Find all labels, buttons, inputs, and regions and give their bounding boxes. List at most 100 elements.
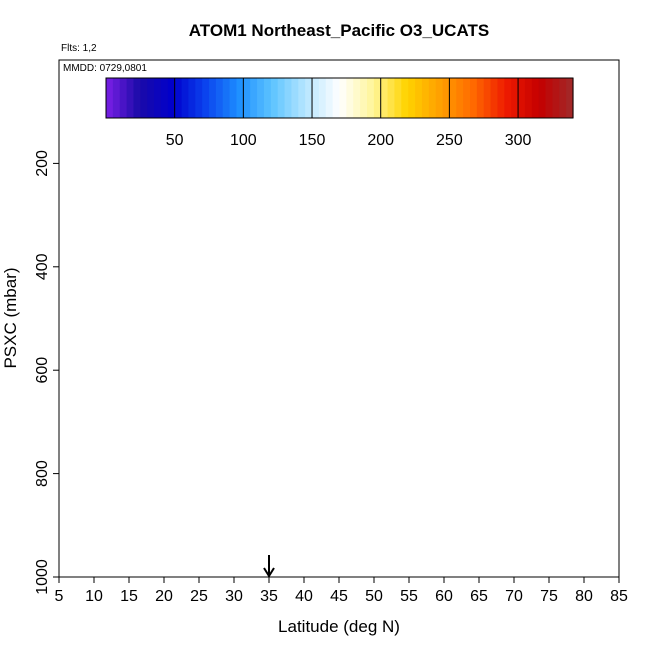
sample-point [575, 562, 580, 567]
sample-point [127, 207, 132, 212]
x-tick-label: 50 [365, 588, 383, 605]
colorbar-swatch [106, 78, 114, 118]
x-tick-label: 10 [85, 588, 103, 605]
colorbar-swatch [373, 78, 382, 118]
sample-point [217, 543, 222, 548]
colorbar-swatch [195, 78, 203, 118]
colorbar-swatch [277, 78, 286, 118]
sample-point [196, 461, 201, 466]
sample-points [57, 161, 580, 572]
colorbar-swatch [332, 78, 341, 118]
colorbar-swatch [497, 78, 505, 118]
sample-point [568, 373, 573, 378]
colorbar [105, 77, 574, 119]
sample-point [99, 567, 104, 572]
colorbar-tick-label: 150 [299, 132, 326, 149]
colorbar-swatch [552, 78, 560, 118]
colorbar-swatch [449, 78, 457, 118]
sample-point [329, 207, 334, 212]
y-tick-label: 1000 [34, 559, 51, 595]
colorbar-swatch [257, 78, 265, 118]
x-tick-label: 25 [190, 588, 208, 605]
colorbar-swatch [421, 78, 430, 118]
sample-point [106, 419, 111, 424]
sample-point [561, 197, 566, 202]
sample-point [64, 378, 69, 383]
colorbar-swatch [147, 78, 155, 118]
sample-point [575, 419, 580, 424]
colorbar-swatch [305, 78, 313, 118]
sample-point [85, 192, 90, 197]
sample-point [427, 197, 432, 202]
x-tick-label: 30 [225, 588, 243, 605]
plot-frame [58, 59, 620, 578]
y-axis-ticks: 200 400 600 800 1000 [34, 150, 59, 595]
colorbar-swatch [284, 78, 293, 118]
sample-point [92, 497, 97, 502]
sample-point [575, 543, 580, 548]
colorbar-swatch [174, 78, 183, 118]
sample-point [490, 357, 495, 362]
sample-point [161, 538, 166, 543]
colorbar-swatch [263, 78, 272, 118]
sample-point [273, 285, 278, 290]
colorbar-swatch [401, 78, 409, 118]
sample-point [127, 259, 132, 264]
sample-point [147, 238, 152, 243]
colorbar-swatch [160, 78, 169, 118]
colorbar-swatch [366, 78, 375, 118]
colorbar-swatch [181, 78, 190, 118]
sample-point [154, 202, 159, 207]
sample-point [547, 197, 552, 202]
x-tick-label: 45 [330, 588, 348, 605]
sample-point [92, 228, 97, 233]
colorbar-swatch [380, 78, 389, 118]
sample-point [64, 567, 69, 572]
sample-point [224, 161, 229, 166]
colorbar-swatch [415, 78, 423, 118]
colorbar-swatch [154, 78, 162, 118]
sample-point [245, 269, 250, 274]
sample-point [154, 564, 159, 569]
colorbar-swatch [222, 78, 231, 118]
sample-point [371, 197, 376, 202]
latitude-arrow [263, 555, 275, 578]
colorbar-swatch [524, 78, 533, 118]
sample-point [196, 244, 201, 249]
sample-point [217, 161, 222, 166]
sample-point [315, 207, 320, 212]
sample-point [203, 487, 208, 492]
colorbar-tick-label: 200 [367, 132, 394, 149]
sample-point [413, 197, 418, 202]
sample-point [140, 554, 145, 559]
sample-point [189, 197, 194, 202]
colorbar-swatch [339, 78, 347, 118]
sample-point [483, 264, 488, 269]
colorbar-swatch [119, 78, 128, 118]
colorbar-swatch [469, 78, 478, 118]
sample-point [161, 562, 166, 567]
colorbar-swatch [291, 78, 299, 118]
sample-point [113, 182, 118, 187]
sample-point [343, 207, 348, 212]
x-tick-label: 5 [55, 588, 64, 605]
sample-point [133, 378, 138, 383]
x-tick-label: 15 [120, 588, 138, 605]
colorbar-swatch [250, 78, 258, 118]
sample-point [92, 567, 97, 572]
sample-point [224, 254, 229, 259]
sample-point [568, 523, 573, 528]
colorbar-swatch [518, 78, 526, 118]
sample-point [106, 347, 111, 352]
colorbar-swatch [538, 78, 547, 118]
colorbar-tick-label: 100 [230, 132, 257, 149]
x-tick-label: 20 [155, 588, 173, 605]
sample-point [175, 176, 180, 181]
colorbar-swatch [325, 78, 334, 118]
sample-point [497, 244, 502, 249]
sample-point [568, 285, 573, 290]
arrow-head [263, 567, 275, 578]
colorbar-frame [105, 77, 574, 119]
colorbar-swatch [559, 78, 567, 118]
sample-point [78, 316, 83, 321]
